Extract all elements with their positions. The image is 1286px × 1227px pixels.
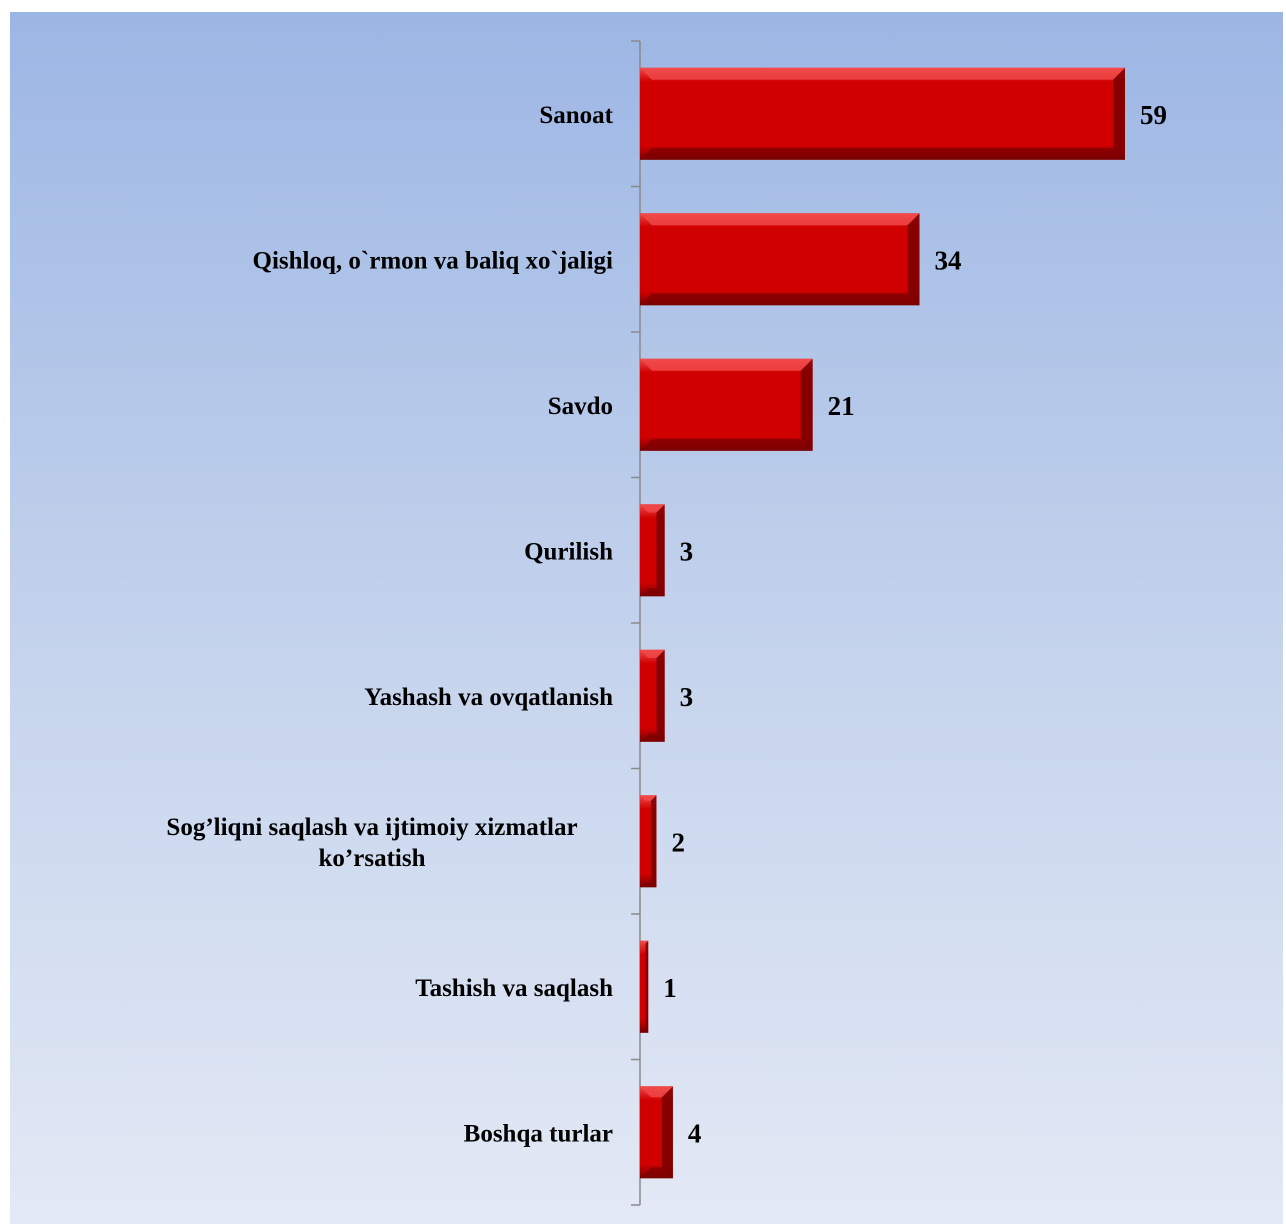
bar-bevel-top <box>640 504 665 513</box>
category-label: ko’rsatish <box>319 845 426 872</box>
data-label: 3 <box>680 682 694 712</box>
category-label: Sog’liqni saqlash va ijtimoiy xizmatlar <box>166 814 577 841</box>
data-label: 4 <box>688 1118 702 1148</box>
bar-bevel-right <box>661 1086 673 1179</box>
bar <box>640 940 649 1033</box>
category-label: Savdo <box>548 393 613 420</box>
data-label: 34 <box>934 245 961 275</box>
bar-group <box>640 795 657 888</box>
data-label: 1 <box>663 973 677 1003</box>
bar-group <box>640 649 665 742</box>
bar-bevel-right <box>800 358 813 451</box>
bar-group <box>640 67 1125 160</box>
bar-bevel-bottom <box>640 293 920 306</box>
category-label: Qishloq, o`rmon va baliq xo`jaligi <box>253 247 614 274</box>
bar <box>640 67 1125 160</box>
bar-group <box>640 940 649 1033</box>
bar-bevel-bottom <box>640 1167 673 1179</box>
bar-bevel-bottom <box>640 588 665 597</box>
bar-bevel-top <box>640 213 920 226</box>
bar-bevel-bottom <box>640 733 665 742</box>
bar-bevel-right <box>650 795 657 888</box>
bar-bevel-top <box>640 795 657 801</box>
bar <box>640 213 920 306</box>
bar-bevel-top <box>640 940 649 944</box>
bar-group <box>640 504 665 597</box>
category-label: Sanoat <box>539 102 613 129</box>
bar-bevel-top <box>640 649 665 658</box>
bar <box>640 358 813 451</box>
bar-bevel-bottom <box>640 147 1125 160</box>
bar-bevel-top <box>640 1086 673 1098</box>
category-label: Yashash va ovqatlanish <box>364 684 613 711</box>
bar-group <box>640 358 813 451</box>
data-label: 3 <box>680 536 694 566</box>
bar-bevel-top <box>640 358 813 371</box>
category-label: Qurilish <box>524 538 613 565</box>
bar-bevel-right <box>645 940 649 1033</box>
category-label: Boshqa turlar <box>464 1120 613 1147</box>
bar-bevel-right <box>907 213 920 306</box>
bar-group <box>640 1086 673 1179</box>
bar-bevel-top <box>640 67 1125 80</box>
bar-bevel-bottom <box>640 881 657 888</box>
bar-group <box>640 213 920 306</box>
bar-bevel-bottom <box>640 1030 649 1033</box>
bar-bevel-right <box>656 504 665 597</box>
data-label: 2 <box>671 827 685 857</box>
bar-bevel-right <box>1113 67 1125 160</box>
data-label: 59 <box>1140 100 1167 130</box>
data-label: 21 <box>828 391 855 421</box>
category-label: Tashish va saqlash <box>415 975 613 1002</box>
bar-bevel-right <box>656 649 665 742</box>
bar-bevel-bottom <box>640 438 813 451</box>
